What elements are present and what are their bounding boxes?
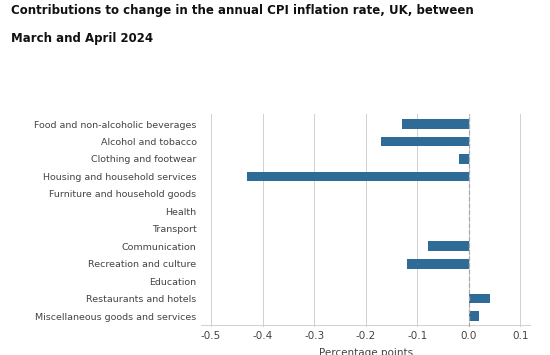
Bar [428,241,469,251]
Bar [469,311,479,321]
Bar [402,119,469,129]
Bar [381,137,469,146]
Bar [247,172,469,181]
Bar [407,259,469,268]
Text: March and April 2024: March and April 2024 [11,32,153,45]
Bar [459,154,469,164]
Text: Contributions to change in the annual CPI inflation rate, UK, between: Contributions to change in the annual CP… [11,4,474,17]
Bar [469,294,490,304]
X-axis label: Percentage points: Percentage points [318,348,413,355]
